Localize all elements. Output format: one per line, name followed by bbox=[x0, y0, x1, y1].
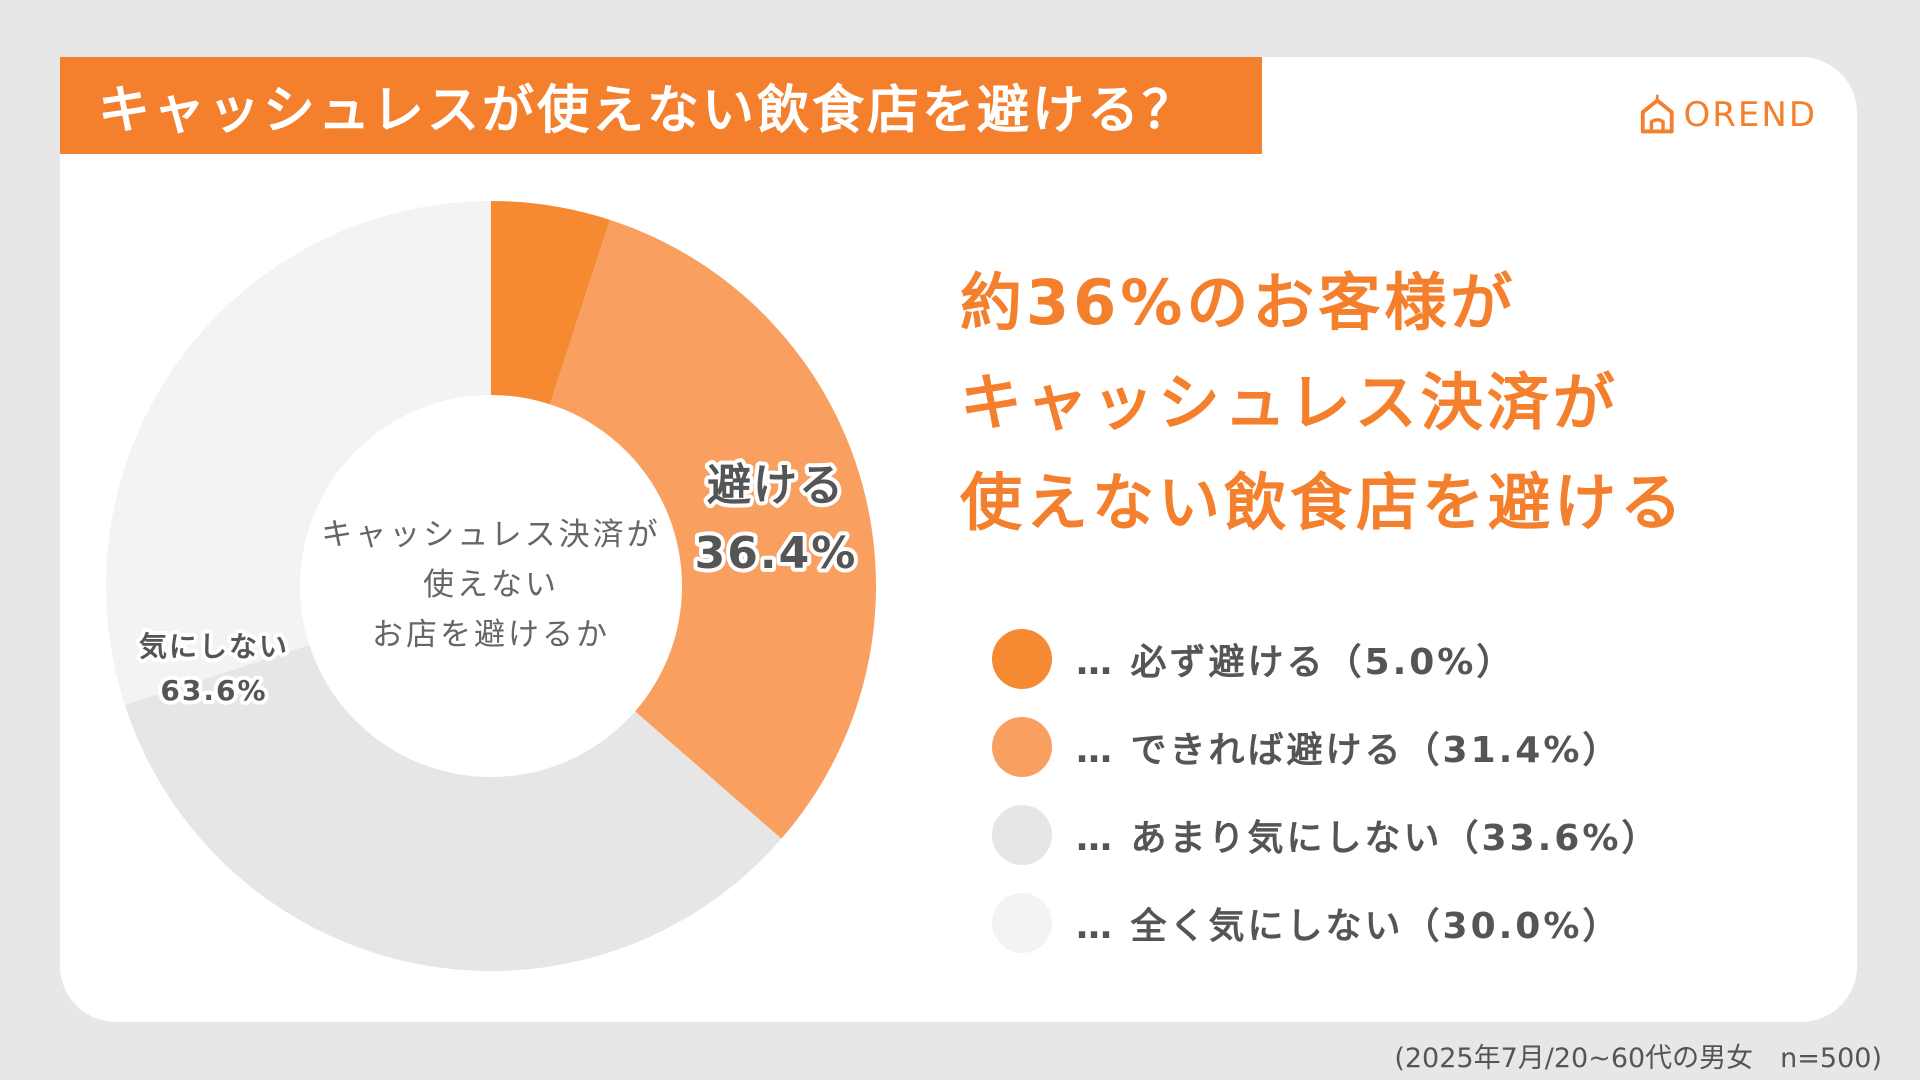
slice-not-much bbox=[124, 586, 782, 971]
group-label-dont-mind-value: 63.6% bbox=[160, 674, 267, 707]
legend-swatch bbox=[992, 805, 1052, 865]
legend-label: … 全く気にしない（30.0%） bbox=[1076, 906, 1622, 947]
legend-swatch bbox=[992, 629, 1052, 689]
group-labels: 避ける 36.4% 気にしない 63.6% bbox=[135, 456, 859, 711]
house-icon bbox=[1640, 94, 1674, 134]
headline-line-3: 使えない飲食店を避ける bbox=[960, 466, 1687, 539]
legend-label: … できれば避ける（31.4%） bbox=[1076, 730, 1622, 771]
group-label-avoid-name: 避ける bbox=[707, 460, 845, 511]
page-title: キャッシュレスが使えない飲食店を避ける？ bbox=[60, 57, 1262, 154]
survey-footnote: (2025年7月/20~60代の男女 n=500) bbox=[1394, 1043, 1882, 1074]
headline: 約36%のお客様が キャッシュレス決済が 使えない飲食店を避ける bbox=[960, 253, 1686, 553]
slice-avoid-if-possible bbox=[491, 219, 877, 839]
center-label-line: キャッシュレス決済が bbox=[321, 517, 660, 553]
legend-label: … 必ず避ける（5.0%） bbox=[1076, 642, 1516, 683]
brand-logo: OREND bbox=[1637, 90, 1817, 140]
chart-legend: … 必ず避ける（5.0%） … できれば避ける（31.4%） … あまり気にしな… bbox=[992, 615, 1660, 967]
headline-line-1: 約36%のお客様が bbox=[960, 266, 1517, 339]
donut-hole bbox=[300, 395, 682, 777]
legend-swatch bbox=[992, 893, 1052, 953]
legend-item-not-at-all: … 全く気にしない（30.0%） bbox=[992, 879, 1660, 967]
group-label-dont-mind-name: 気にしない bbox=[139, 630, 289, 663]
legend-item-must-avoid: … 必ず避ける（5.0%） bbox=[992, 615, 1660, 703]
legend-item-not-much: … あまり気にしない（33.6%） bbox=[992, 791, 1660, 879]
center-label-line: お店を避けるか bbox=[372, 617, 610, 653]
legend-label: … あまり気にしない（33.6%） bbox=[1076, 818, 1661, 859]
center-label-line: 使えない bbox=[423, 567, 559, 603]
group-label-avoid-value: 36.4% bbox=[695, 528, 858, 579]
legend-swatch bbox=[992, 717, 1052, 777]
headline-line-2: キャッシュレス決済が bbox=[960, 366, 1619, 439]
brand-name: OREND bbox=[1683, 95, 1817, 135]
legend-item-avoid-if-possible: … できれば避ける（31.4%） bbox=[992, 703, 1660, 791]
